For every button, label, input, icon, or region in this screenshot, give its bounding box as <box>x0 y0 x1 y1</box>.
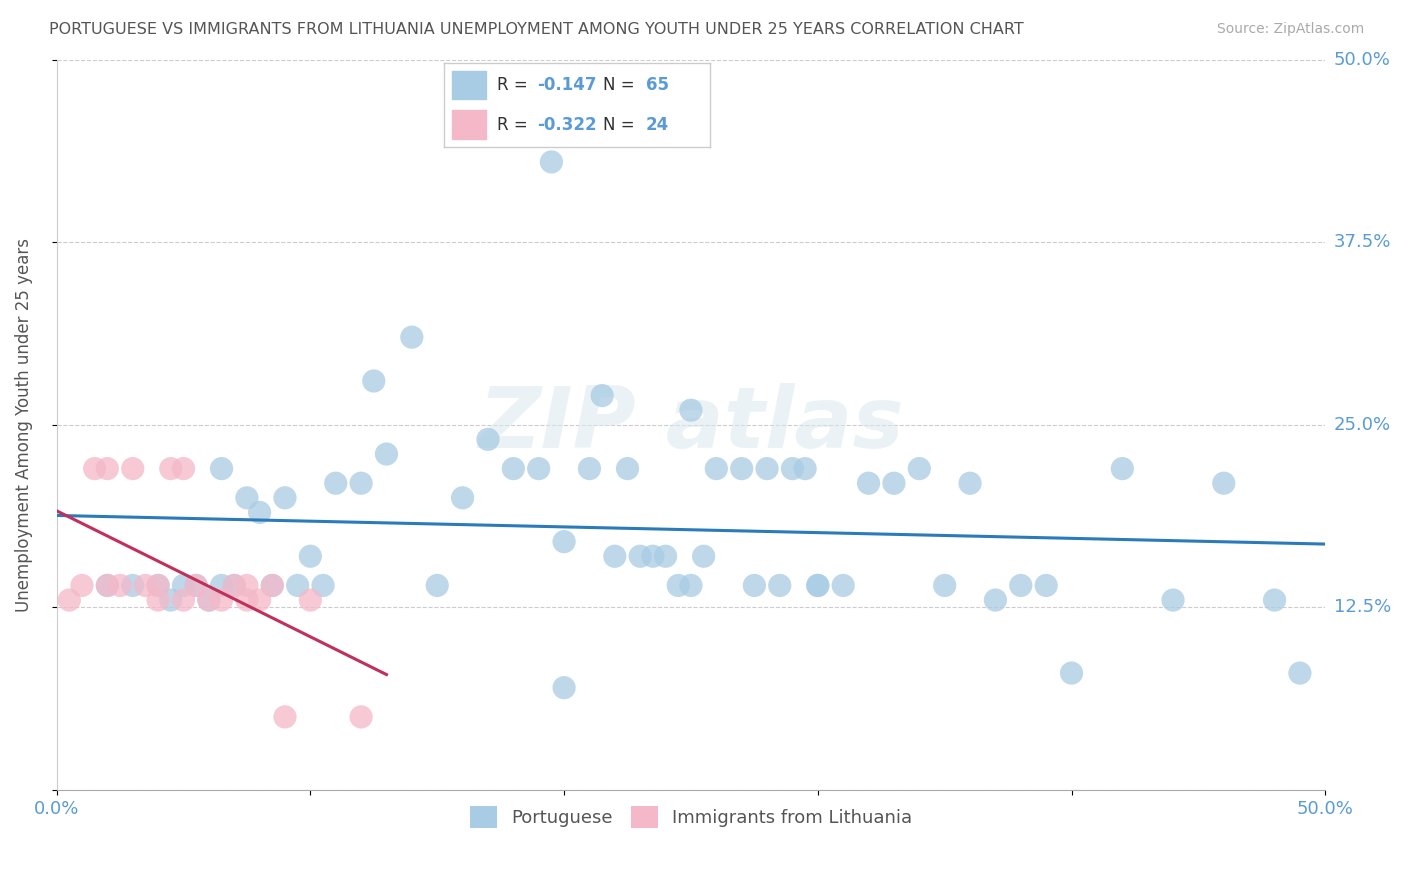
Point <box>363 374 385 388</box>
Text: ZIP atlas: ZIP atlas <box>478 384 904 467</box>
Point <box>934 578 956 592</box>
Point <box>108 578 131 592</box>
Point <box>325 476 347 491</box>
Point <box>146 578 169 592</box>
Point <box>211 593 233 607</box>
Point <box>262 578 284 592</box>
Point <box>249 505 271 519</box>
Text: 25.0%: 25.0% <box>1334 416 1391 434</box>
Point <box>692 549 714 564</box>
Point <box>186 578 208 592</box>
Text: 50.0%: 50.0% <box>1334 51 1391 69</box>
Point <box>782 461 804 475</box>
Point <box>756 461 779 475</box>
Point <box>96 578 118 592</box>
Point <box>236 578 259 592</box>
Point <box>299 593 322 607</box>
Point <box>704 461 727 475</box>
Point <box>769 578 792 592</box>
Point <box>70 578 93 592</box>
Point <box>274 710 297 724</box>
Point <box>553 681 575 695</box>
Point <box>553 534 575 549</box>
Point <box>159 461 181 475</box>
Point <box>984 593 1007 607</box>
Point <box>731 461 754 475</box>
Point <box>679 578 702 592</box>
Point <box>375 447 398 461</box>
Point <box>1060 666 1083 681</box>
Point <box>591 388 613 402</box>
Point <box>134 578 156 592</box>
Point <box>807 578 830 592</box>
Point <box>654 549 676 564</box>
Point <box>794 461 817 475</box>
Legend: Portuguese, Immigrants from Lithuania: Portuguese, Immigrants from Lithuania <box>463 799 920 836</box>
Point <box>121 578 143 592</box>
Point <box>211 461 233 475</box>
Point <box>426 578 449 592</box>
Point <box>249 593 271 607</box>
Point <box>350 710 373 724</box>
Point <box>527 461 550 475</box>
Point <box>666 578 689 592</box>
Point <box>858 476 880 491</box>
Point <box>96 578 118 592</box>
Point <box>1212 476 1234 491</box>
Point <box>616 461 638 475</box>
Point <box>236 491 259 505</box>
Point <box>807 578 830 592</box>
Point <box>540 155 562 169</box>
Point <box>401 330 423 344</box>
Point <box>274 491 297 505</box>
Y-axis label: Unemployment Among Youth under 25 years: Unemployment Among Youth under 25 years <box>15 238 32 612</box>
Point <box>159 593 181 607</box>
Point <box>146 578 169 592</box>
Point <box>908 461 931 475</box>
Point <box>1010 578 1032 592</box>
Point <box>96 461 118 475</box>
Point <box>312 578 335 592</box>
Point <box>198 593 221 607</box>
Point <box>603 549 626 564</box>
Point <box>83 461 105 475</box>
Point <box>224 578 246 592</box>
Text: 12.5%: 12.5% <box>1334 599 1391 616</box>
Point <box>502 461 524 475</box>
Point <box>477 433 499 447</box>
Point <box>236 593 259 607</box>
Point <box>121 461 143 475</box>
Point <box>58 593 80 607</box>
Point <box>832 578 855 592</box>
Point <box>262 578 284 592</box>
Text: PORTUGUESE VS IMMIGRANTS FROM LITHUANIA UNEMPLOYMENT AMONG YOUTH UNDER 25 YEARS : PORTUGUESE VS IMMIGRANTS FROM LITHUANIA … <box>49 22 1024 37</box>
Point <box>1161 593 1184 607</box>
Point <box>211 578 233 592</box>
Point <box>679 403 702 417</box>
Text: Source: ZipAtlas.com: Source: ZipAtlas.com <box>1216 22 1364 37</box>
Point <box>172 593 194 607</box>
Point <box>186 578 208 592</box>
Point <box>146 593 169 607</box>
Point <box>641 549 664 564</box>
Point <box>1111 461 1133 475</box>
Point <box>1289 666 1312 681</box>
Point <box>224 578 246 592</box>
Point <box>350 476 373 491</box>
Point <box>628 549 651 564</box>
Point <box>172 461 194 475</box>
Point <box>299 549 322 564</box>
Point <box>578 461 600 475</box>
Point <box>451 491 474 505</box>
Text: 37.5%: 37.5% <box>1334 233 1391 252</box>
Point <box>172 578 194 592</box>
Point <box>287 578 309 592</box>
Point <box>198 593 221 607</box>
Point <box>959 476 981 491</box>
Point <box>1264 593 1286 607</box>
Point <box>744 578 766 592</box>
Point <box>883 476 905 491</box>
Point <box>1035 578 1057 592</box>
